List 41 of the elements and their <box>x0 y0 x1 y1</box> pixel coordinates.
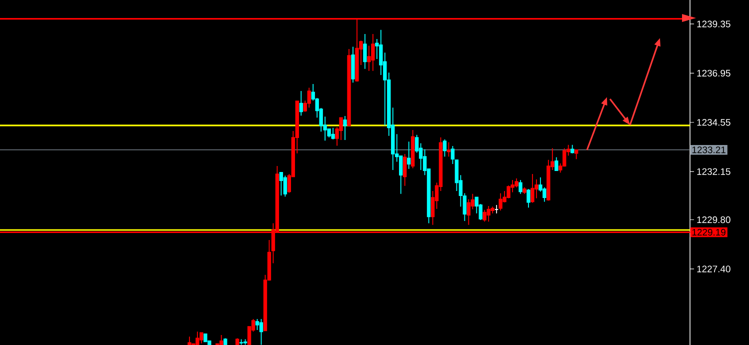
candlestick <box>522 186 526 194</box>
candlestick <box>239 338 244 345</box>
ref-line-label: 1233.21 <box>692 146 726 154</box>
candlestick <box>200 332 204 344</box>
candlestick <box>283 175 288 198</box>
candlestick <box>570 144 574 154</box>
candlestick <box>530 174 534 204</box>
candlestick <box>518 180 522 194</box>
candlestick <box>482 209 486 222</box>
candlestick <box>343 116 347 140</box>
candlestick <box>494 204 499 214</box>
candlestick <box>351 46 355 84</box>
candlestick <box>450 146 455 164</box>
ref-line-label: 1229.19 <box>692 228 726 236</box>
candlestick <box>279 172 284 196</box>
y-tick-label: 1234.55 <box>697 119 730 126</box>
candlestick <box>554 156 558 172</box>
y-tick-label: 1232.15 <box>697 168 730 175</box>
candlestick <box>307 87 311 108</box>
y-tick-label: 1227.40 <box>697 266 730 272</box>
candlestick <box>371 34 375 72</box>
y-tick-label: 1236.95 <box>697 70 730 77</box>
candlestick <box>299 90 303 116</box>
candlestick <box>347 48 351 126</box>
candlestick <box>410 130 415 169</box>
candlestick <box>224 338 228 345</box>
candlestick <box>406 141 411 170</box>
y-tick-label: 1239.35 <box>697 20 730 28</box>
candlestick <box>526 188 530 208</box>
y-tick-label: 1229.80 <box>697 216 730 224</box>
candlestick <box>188 336 192 345</box>
candlestick <box>486 206 490 222</box>
candlestick <box>363 34 367 70</box>
candlestick <box>204 333 208 342</box>
candlestick <box>220 334 224 345</box>
candlestick <box>402 153 407 186</box>
candlestick <box>196 331 200 345</box>
candlestick <box>235 338 240 345</box>
candlestick <box>331 127 335 140</box>
candlestick <box>498 192 502 211</box>
candlestick <box>574 149 578 160</box>
